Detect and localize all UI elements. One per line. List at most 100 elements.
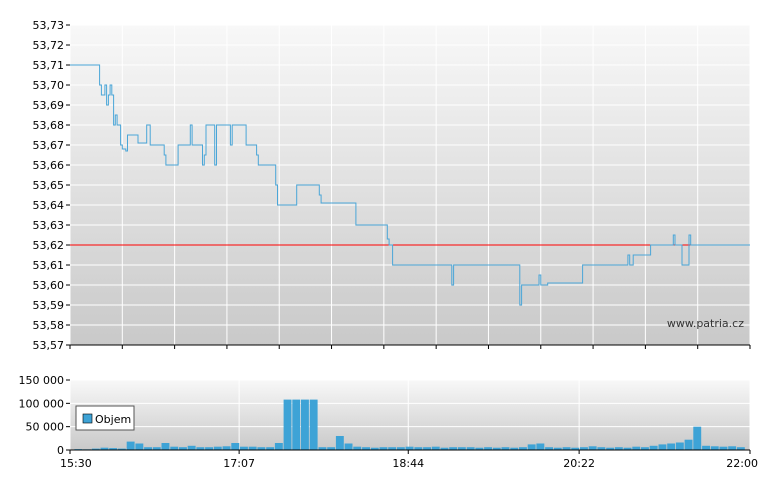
volume-bar xyxy=(623,447,632,450)
price-y-tick-label: 53,65 xyxy=(33,179,65,192)
volume-bar xyxy=(649,445,658,450)
volume-bar xyxy=(396,447,405,450)
volume-bar xyxy=(353,446,362,450)
volume-bar xyxy=(231,443,240,450)
volume-plot-area xyxy=(70,380,750,450)
volume-chart: 150 000 100 000 50 000 0 15:30 17:07 18:44 20:… xyxy=(19,374,759,470)
volume-bar xyxy=(492,447,501,450)
volume-bar xyxy=(309,399,318,450)
volume-bar xyxy=(536,443,545,450)
volume-bar xyxy=(449,447,458,450)
volume-bar xyxy=(100,447,109,450)
volume-bar xyxy=(423,447,431,450)
volume-bar xyxy=(719,446,728,450)
volume-bar xyxy=(475,447,484,450)
volume-bar xyxy=(170,446,179,450)
volume-bar xyxy=(728,446,737,450)
price-y-tick-label: 53,73 xyxy=(33,19,65,32)
volume-x-tick-label: 18:44 xyxy=(392,457,424,470)
volume-bar xyxy=(632,446,641,450)
price-y-tick-label: 53,58 xyxy=(33,319,65,332)
price-chart: 53,73 53,72 53,71 53,70 53,69 53,68 53,67 53,66… xyxy=(33,19,751,352)
volume-bar xyxy=(274,443,283,450)
volume-bar xyxy=(161,443,170,450)
volume-bar xyxy=(641,447,649,450)
volume-bar xyxy=(501,447,510,450)
volume-bar xyxy=(457,447,466,450)
volume-bar xyxy=(693,426,702,450)
volume-bar xyxy=(301,399,309,450)
volume-bar xyxy=(597,447,606,450)
volume-bar xyxy=(379,447,388,450)
volume-bar xyxy=(510,447,519,450)
volume-x-tick-label: 22:00 xyxy=(726,457,758,470)
price-y-tick-label: 53,66 xyxy=(33,159,65,172)
volume-bar xyxy=(405,446,414,450)
volume-bar xyxy=(484,447,492,450)
volume-bar xyxy=(292,399,301,450)
watermark[interactable]: www.patria.cz xyxy=(667,317,744,330)
volume-bar xyxy=(667,443,676,450)
volume-bar xyxy=(205,447,213,450)
volume-bar xyxy=(144,447,152,450)
volume-bar xyxy=(240,446,248,450)
price-y-tick-label: 53,63 xyxy=(33,219,65,232)
price-y-axis: 53,73 53,72 53,71 53,70 53,69 53,68 53,67 53,66… xyxy=(33,19,70,352)
volume-bar xyxy=(248,446,257,450)
volume-bar xyxy=(179,447,187,450)
price-series-line xyxy=(70,64,750,306)
price-y-tick-label: 53,68 xyxy=(33,119,65,132)
volume-bar xyxy=(152,447,161,450)
legend: Objem xyxy=(75,405,135,431)
volume-bar xyxy=(388,447,397,450)
price-y-tick-label: 53,62 xyxy=(33,239,65,252)
volume-bar xyxy=(222,446,231,450)
volume-bar xyxy=(431,446,440,450)
price-y-tick-label: 53,67 xyxy=(33,139,65,152)
volume-bar xyxy=(213,446,222,450)
volume-bar xyxy=(266,447,275,450)
volume-bar xyxy=(466,447,475,450)
volume-x-tick-label: 17:07 xyxy=(223,457,255,470)
volume-bar xyxy=(553,447,562,450)
price-x-axis xyxy=(69,344,751,349)
price-y-tick-label: 53,69 xyxy=(33,99,65,112)
volume-bar xyxy=(588,446,597,450)
price-y-tick-label: 53,72 xyxy=(33,39,65,52)
volume-x-tick-label: 15:30 xyxy=(60,457,92,470)
price-y-tick-label: 53,61 xyxy=(33,259,65,272)
volume-x-tick-label: 20:22 xyxy=(563,457,595,470)
volume-bar xyxy=(545,447,553,450)
volume-bar xyxy=(257,447,266,450)
volume-y-tick-label: 100 000 xyxy=(19,397,65,410)
volume-bar xyxy=(327,447,336,450)
volume-bar xyxy=(135,443,144,450)
volume-bar xyxy=(126,441,135,450)
volume-bar xyxy=(684,439,693,450)
volume-bar xyxy=(283,399,292,450)
volume-y-tick-label: 50 000 xyxy=(26,421,65,434)
price-y-tick-label: 53,70 xyxy=(33,79,65,92)
price-y-tick-label: 53,57 xyxy=(33,339,65,352)
volume-bar xyxy=(109,448,118,450)
volume-bar xyxy=(658,444,667,450)
volume-bar xyxy=(196,447,205,450)
volume-y-tick-label: 150 000 xyxy=(19,374,65,387)
volume-bar xyxy=(571,447,580,450)
volume-bar xyxy=(580,447,588,450)
volume-bar xyxy=(527,444,536,450)
volume-bar xyxy=(675,442,684,450)
volume-y-tick-label: 0 xyxy=(57,444,64,457)
volume-bar xyxy=(519,447,527,450)
volume-bar xyxy=(344,443,353,450)
volume-bar xyxy=(440,447,449,450)
legend-label: Objem xyxy=(95,413,131,426)
price-y-tick-label: 53,71 xyxy=(33,59,65,72)
volume-x-axis: 15:30 17:07 18:44 20:22 22:00 xyxy=(60,449,758,470)
volume-bar xyxy=(606,447,615,450)
volume-y-axis: 150 000 100 000 50 000 0 xyxy=(19,374,70,457)
legend-swatch xyxy=(82,413,93,424)
volume-bar xyxy=(736,447,745,450)
price-y-tick-label: 53,60 xyxy=(33,279,65,292)
price-y-tick-label: 53,59 xyxy=(33,299,65,312)
